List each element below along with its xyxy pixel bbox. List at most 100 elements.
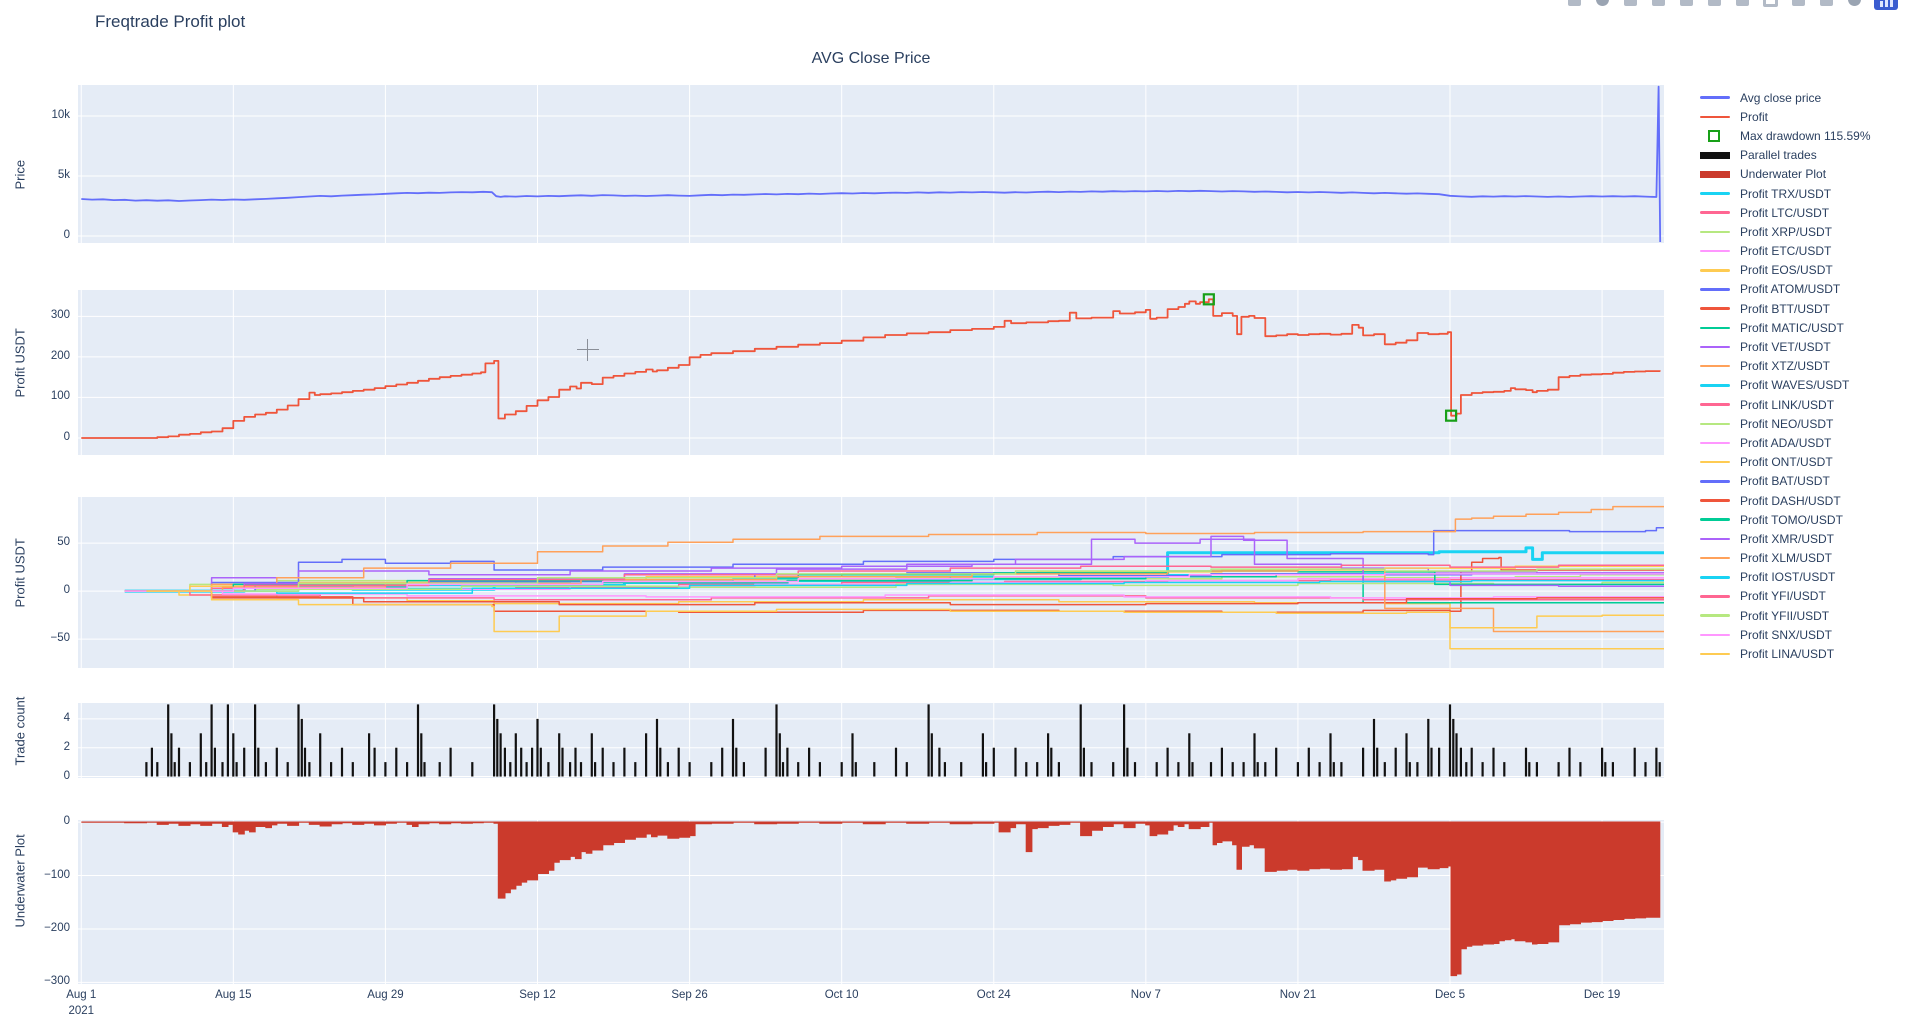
legend-line-swatch-icon — [1700, 480, 1732, 483]
legend-item-profit-snx-usdt[interactable]: Profit SNX/USDT — [1700, 625, 1906, 644]
x-tick-label: Oct 10 — [824, 989, 859, 1001]
legend-item-profit-atom-usdt[interactable]: Profit ATOM/USDT — [1700, 280, 1906, 299]
series-profit-snx-usdt — [124, 573, 1664, 592]
legend-line-swatch-icon — [1700, 518, 1732, 521]
page-title: Freqtrade Profit plot — [95, 12, 246, 31]
legend-label: Profit LINA/USDT — [1740, 647, 1835, 662]
legend-line-swatch-icon — [1700, 345, 1732, 349]
legend-item-profit-link-usdt[interactable]: Profit LINK/USDT — [1700, 395, 1906, 414]
legend-label: Profit BTT/USDT — [1740, 301, 1831, 316]
series-profit-atom-usdt — [124, 526, 1664, 592]
legend-line-swatch-icon — [1700, 576, 1732, 579]
y-tick-label: 10k — [51, 108, 70, 121]
y-tick-label: −50 — [50, 632, 70, 645]
y-axis-label-profit-usdt-1: Profit USDT — [12, 328, 28, 398]
legend-item-profit-lina-usdt[interactable]: Profit LINA/USDT — [1700, 644, 1906, 663]
plot-area-5[interactable] — [78, 820, 1664, 984]
zoom-in-icon[interactable] — [1706, 0, 1722, 10]
series-profit-xtz-usdt — [146, 505, 1664, 592]
legend: Avg close price Profit Max drawdown 115.59… — [1700, 88, 1906, 664]
legend-label: Profit IOST/USDT — [1740, 570, 1836, 585]
legend-item-profit-xlm-usdt[interactable]: Profit XLM/USDT — [1700, 549, 1906, 568]
series-profit-yfii-usdt — [124, 568, 1664, 592]
legend-item-profit-ont-usdt[interactable]: Profit ONT/USDT — [1700, 453, 1906, 472]
legend-label: Profit — [1740, 109, 1769, 124]
subplot-title-avg-close: AVG Close Price — [811, 50, 931, 67]
legend-item-profit-eos-usdt[interactable]: Profit EOS/USDT — [1700, 261, 1906, 280]
legend-item-profit-yfii-usdt[interactable]: Profit YFII/USDT — [1700, 606, 1906, 625]
y-tick-label: −200 — [44, 921, 70, 934]
lasso-icon[interactable] — [1678, 0, 1694, 10]
y-tick-label: 300 — [50, 309, 70, 322]
legend-line-swatch-icon — [1700, 192, 1732, 195]
legend-item-profit-bat-usdt[interactable]: Profit BAT/USDT — [1700, 472, 1906, 491]
legend-line-swatch-icon — [1700, 422, 1732, 426]
legend-item-max-drawdown-115-59-[interactable]: Max drawdown 115.59% — [1700, 126, 1906, 145]
zoom-out-icon[interactable] — [1734, 0, 1750, 10]
legend-line-swatch-icon — [1700, 460, 1732, 464]
plot-area-3[interactable] — [78, 497, 1664, 668]
legend-label: Profit MATIC/USDT — [1740, 320, 1844, 335]
legend-item-underwater-plot[interactable]: Underwater Plot — [1700, 165, 1906, 184]
legend-item-profit-neo-usdt[interactable]: Profit NEO/USDT — [1700, 414, 1906, 433]
series-profit-link-usdt — [124, 590, 1664, 601]
legend-label: Avg close price — [1740, 90, 1822, 105]
legend-item-parallel-trades[interactable]: Parallel trades — [1700, 146, 1906, 165]
spikelines-icon[interactable] — [1818, 0, 1834, 10]
legend-item-profit-waves-usdt[interactable]: Profit WAVES/USDT — [1700, 376, 1906, 395]
legend-item-profit-xmr-usdt[interactable]: Profit XMR/USDT — [1700, 529, 1906, 548]
x-tick-label: Sep 26 — [671, 989, 708, 1001]
legend-label: Profit XTZ/USDT — [1740, 359, 1831, 374]
legend-label: Profit BAT/USDT — [1740, 474, 1830, 489]
legend-item-profit-ada-usdt[interactable]: Profit ADA/USDT — [1700, 433, 1906, 452]
legend-item-profit-xtz-usdt[interactable]: Profit XTZ/USDT — [1700, 357, 1906, 376]
legend-label: Underwater Plot — [1740, 167, 1827, 182]
plot-area-4[interactable] — [78, 703, 1664, 778]
legend-label: Profit WAVES/USDT — [1740, 378, 1850, 393]
legend-line-swatch-icon — [1700, 633, 1732, 637]
legend-line-swatch-icon — [1700, 115, 1732, 119]
max-drawdown-end-marker — [1444, 409, 1458, 422]
hover-icon[interactable] — [1846, 0, 1862, 10]
select-icon[interactable] — [1650, 0, 1666, 10]
legend-label: Profit XLM/USDT — [1740, 551, 1833, 566]
plot-area-1[interactable] — [78, 85, 1664, 243]
legend-line-swatch-icon — [1700, 556, 1732, 560]
legend-item-profit-vet-usdt[interactable]: Profit VET/USDT — [1700, 337, 1906, 356]
legend-item-avg-close-price[interactable]: Avg close price — [1700, 88, 1906, 107]
legend-label: Profit TRX/USDT — [1740, 186, 1832, 201]
plotly-logo[interactable] — [1874, 0, 1898, 10]
legend-label: Profit ETC/USDT — [1740, 244, 1832, 259]
legend-line-swatch-icon — [1700, 384, 1732, 387]
legend-item-profit-iost-usdt[interactable]: Profit IOST/USDT — [1700, 568, 1906, 587]
legend-item-profit-matic-usdt[interactable]: Profit MATIC/USDT — [1700, 318, 1906, 337]
legend-line-swatch-icon — [1700, 499, 1732, 502]
reset-axes-icon[interactable] — [1790, 0, 1806, 10]
autoscale-icon[interactable] — [1762, 0, 1778, 10]
legend-item-profit-tomo-usdt[interactable]: Profit TOMO/USDT — [1700, 510, 1906, 529]
legend-item-profit-trx-usdt[interactable]: Profit TRX/USDT — [1700, 184, 1906, 203]
legend-item-profit-etc-usdt[interactable]: Profit ETC/USDT — [1700, 242, 1906, 261]
zoom-icon[interactable] — [1594, 0, 1610, 10]
legend-item-profit-ltc-usdt[interactable]: Profit LTC/USDT — [1700, 203, 1906, 222]
x-tick-label: Dec 5 — [1434, 989, 1465, 1001]
legend-item-profit[interactable]: Profit — [1700, 107, 1906, 126]
legend-item-profit-dash-usdt[interactable]: Profit DASH/USDT — [1700, 491, 1906, 510]
legend-item-profit-btt-usdt[interactable]: Profit BTT/USDT — [1700, 299, 1906, 318]
legend-label: Profit ONT/USDT — [1740, 455, 1833, 470]
legend-label: Profit TOMO/USDT — [1740, 512, 1843, 527]
legend-item-profit-yfi-usdt[interactable]: Profit YFI/USDT — [1700, 587, 1906, 606]
y-tick-label: 5k — [57, 169, 70, 181]
x-tick-label: Nov 21 — [1279, 989, 1317, 1001]
series-profit-iost-usdt — [124, 579, 1664, 594]
legend-line-swatch-icon — [1700, 307, 1732, 310]
pan-icon[interactable] — [1622, 0, 1638, 10]
legend-label: Profit XRP/USDT — [1740, 224, 1833, 239]
legend-item-profit-xrp-usdt[interactable]: Profit XRP/USDT — [1700, 222, 1906, 241]
legend-label: Profit EOS/USDT — [1740, 263, 1833, 278]
legend-label: Profit NEO/USDT — [1740, 416, 1834, 431]
camera-icon[interactable] — [1566, 0, 1582, 10]
plot-area-2[interactable] — [78, 290, 1664, 455]
legend-line-swatch-icon — [1700, 614, 1732, 617]
legend-line-swatch-icon — [1700, 595, 1732, 598]
